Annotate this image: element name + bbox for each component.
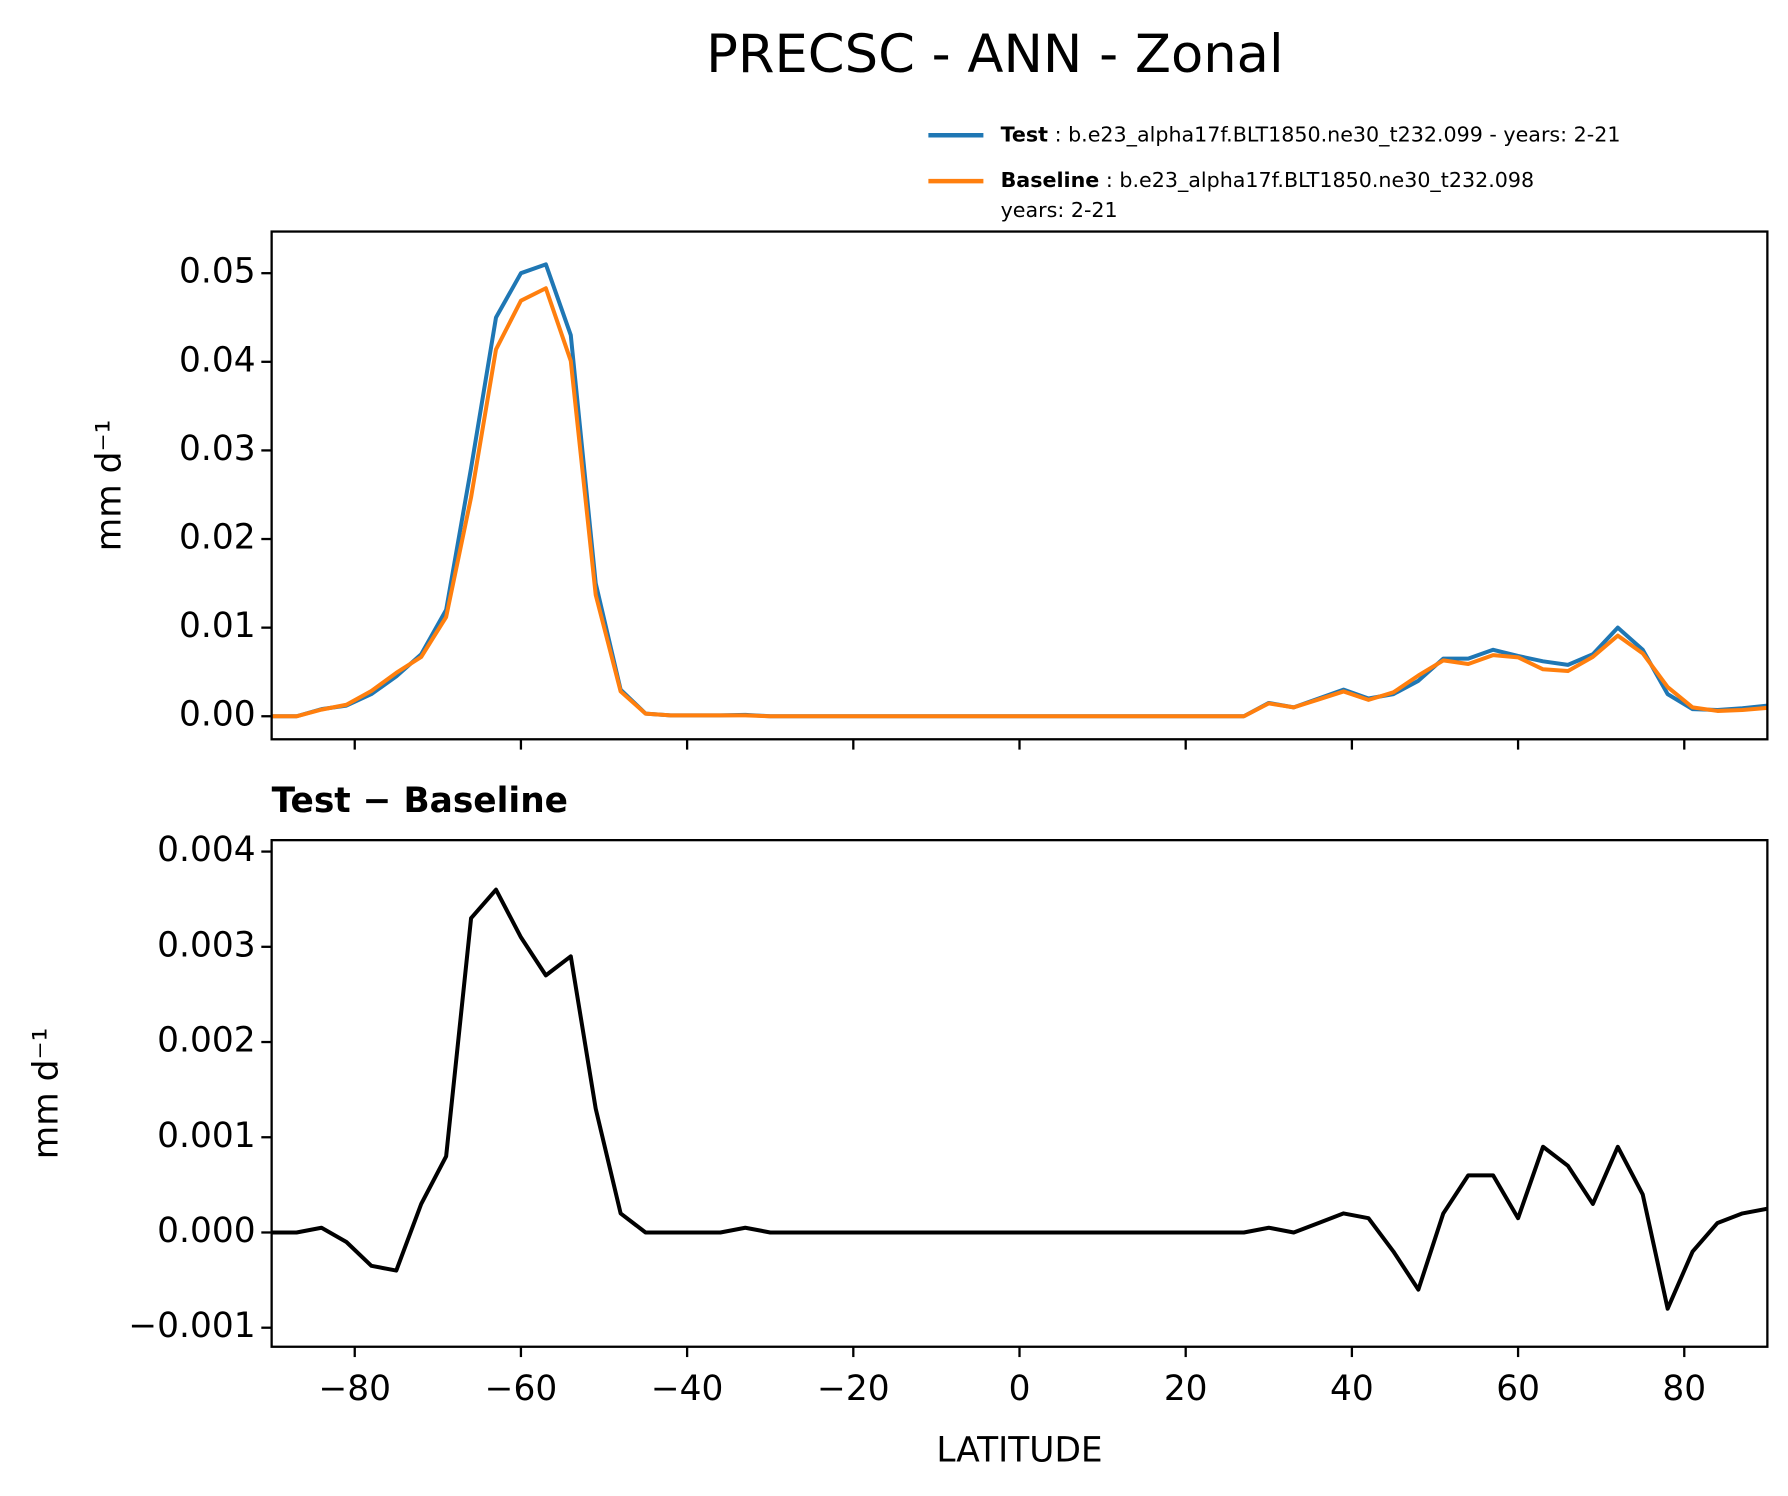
x-tick-label: −60 (485, 1369, 558, 1409)
chart-title: PRECSC - ANN - Zonal (706, 24, 1284, 85)
data-line (271, 262, 1768, 719)
legend-separator: : (1048, 122, 1068, 146)
x-tick-label: 80 (1662, 1369, 1706, 1409)
y-tick-label: 0.04 (179, 340, 256, 380)
legend-separator: : (1099, 168, 1119, 192)
plot-frame (270, 839, 1769, 1348)
y-tick-label: 0.00 (179, 695, 256, 735)
y-tick-label: −0.001 (128, 1306, 255, 1346)
y-tick-label: 0.05 (179, 252, 256, 292)
y-axis-label: mm d⁻¹ (27, 1028, 67, 1160)
x-tick-label: −80 (318, 1369, 391, 1409)
x-axis-label: LATITUDE (936, 1431, 1102, 1471)
y-tick-label: 0.004 (157, 830, 255, 870)
y-tick-label: 0.01 (179, 606, 256, 646)
y-tick-label: 0.003 (157, 925, 255, 965)
y-axis-label: mm d⁻¹ (90, 420, 130, 552)
data-line (271, 286, 1768, 719)
legend-name: Test (1001, 122, 1049, 146)
x-tick-label: 40 (1330, 1369, 1374, 1409)
x-tick-label: 0 (1009, 1369, 1031, 1409)
legend-label: Test : b.e23_alpha17f.BLT1850.ne30_t232.… (1001, 122, 1621, 146)
legend-description: years: 2-21 (1001, 198, 1118, 222)
x-tick-label: 20 (1164, 1369, 1208, 1409)
legend-description: b.e23_alpha17f.BLT1850.ne30_t232.099 - y… (1068, 122, 1620, 146)
legend-label: Baseline : b.e23_alpha17f.BLT1850.ne30_t… (1001, 168, 1535, 192)
y-tick-label: 0.02 (179, 518, 256, 558)
y-tick-label: 0.03 (179, 429, 256, 469)
x-tick-label: −20 (817, 1369, 890, 1409)
chart-title: Test − Baseline (272, 781, 568, 821)
y-tick-label: 0.000 (157, 1211, 255, 1251)
data-line (271, 887, 1768, 1311)
x-tick-label: 60 (1496, 1369, 1540, 1409)
y-tick-label: 0.002 (157, 1021, 255, 1061)
legend-name: Baseline (1001, 168, 1100, 192)
plot-frame (270, 230, 1769, 741)
legend-description: b.e23_alpha17f.BLT1850.ne30_t232.098 (1119, 168, 1534, 192)
x-tick-label: −40 (651, 1369, 724, 1409)
y-tick-label: 0.001 (157, 1116, 255, 1156)
